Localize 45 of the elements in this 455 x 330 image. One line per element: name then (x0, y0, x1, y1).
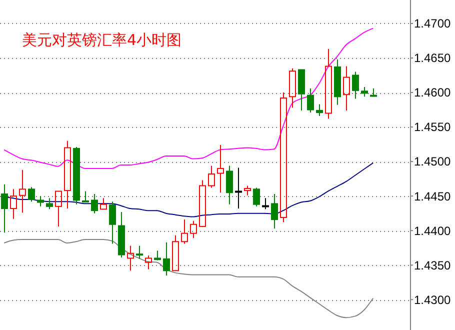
candlestick (136, 245, 143, 260)
y-tick-label: 1.4550 (414, 120, 452, 134)
y-tick-label: 1.4500 (414, 154, 452, 169)
candlestick (64, 140, 71, 209)
candlestick (361, 86, 368, 98)
candlestick (262, 198, 269, 210)
candlestick (280, 92, 287, 223)
candlestick (163, 242, 170, 276)
candlestick (235, 167, 242, 209)
y-tick-label: 1.4400 (414, 224, 452, 238)
candlestick (100, 198, 107, 210)
candlestick (19, 169, 26, 214)
candlestick (46, 198, 53, 210)
candlestick (109, 201, 116, 244)
text: 美元对英镑汇率4小时图 (22, 31, 182, 49)
candlestick (154, 250, 161, 261)
y-tick-label: 1.4350 (414, 258, 452, 272)
candlestick (325, 48, 332, 120)
candlestick (145, 254, 152, 270)
candlestick (244, 185, 251, 196)
candlestick (181, 219, 188, 244)
y-tick-label: 1.4450 (414, 189, 452, 204)
line-series (4, 28, 374, 169)
candlestick (37, 196, 44, 207)
y-tick-label: 1.4700 (414, 16, 452, 31)
candlestick (289, 68, 296, 108)
candlestick (55, 190, 62, 227)
candlestick (226, 165, 233, 205)
candlestick (316, 104, 323, 116)
candlestick (307, 88, 314, 114)
y-tick-label: 1.4650 (414, 51, 452, 66)
candlestick (208, 165, 215, 188)
candlestick (28, 186, 35, 202)
candlestick (1, 184, 8, 234)
candlestick (127, 245, 134, 272)
candlestick (217, 144, 224, 194)
candlestick (271, 193, 278, 230)
candlestick (91, 193, 98, 214)
candlestick (352, 71, 359, 100)
y-tick-label: 1.4600 (414, 86, 452, 100)
candlestick (82, 190, 89, 203)
y-tick-label: 1.4300 (414, 292, 452, 307)
candlestick (253, 187, 260, 207)
candlestick (343, 66, 350, 111)
candlestick (10, 188, 17, 220)
